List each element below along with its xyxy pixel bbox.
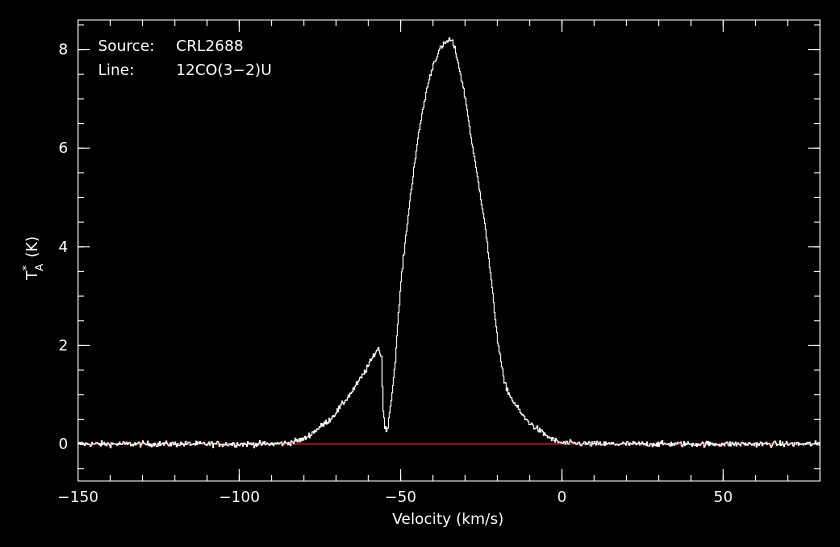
y-axis-label-unit: (K) xyxy=(23,236,41,258)
x-tick-label: 50 xyxy=(714,488,733,506)
y-tick-label: 6 xyxy=(58,139,68,157)
y-tick-label: 8 xyxy=(58,41,68,59)
y-axis-label: T*A (K) xyxy=(20,236,46,281)
plot-frame xyxy=(77,19,821,482)
x-tick-label: −50 xyxy=(385,488,417,506)
x-axis-label: Velocity (km/s) xyxy=(392,510,503,528)
y-tick-label: 2 xyxy=(58,336,68,354)
source-label: Source: xyxy=(98,37,155,55)
svg-text:T*A(K): T*A (K) xyxy=(20,236,46,281)
y-tick-label: 4 xyxy=(58,238,68,256)
y-tick-label: 0 xyxy=(58,435,68,453)
spectrum-line xyxy=(78,37,821,449)
line-label: Line: xyxy=(98,61,134,79)
x-tick-label: −150 xyxy=(57,488,98,506)
line-value: 12CO(3−2)U xyxy=(176,61,272,79)
source-value: CRL2688 xyxy=(176,37,243,55)
x-tick-label: 0 xyxy=(557,488,567,506)
y-axis-label-sup: * xyxy=(20,265,33,271)
y-axis-label-sub: A xyxy=(33,263,46,271)
y-axis-label-main: T xyxy=(23,270,41,281)
x-tick-label: −100 xyxy=(219,488,260,506)
